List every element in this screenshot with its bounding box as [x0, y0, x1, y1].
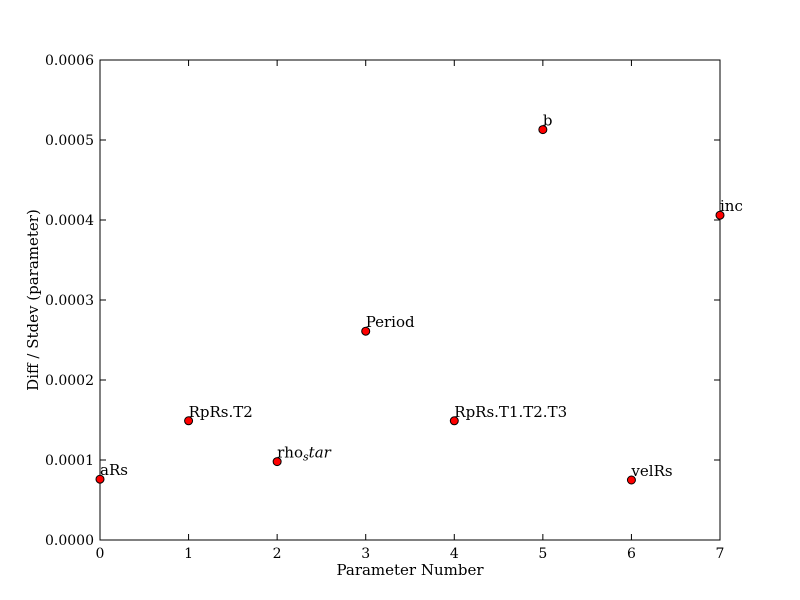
point-label: RpRs.T2 [189, 403, 253, 421]
point-label-text: velRs [630, 462, 672, 480]
y-tick-label: 0.0002 [45, 373, 94, 389]
data-point [538, 125, 548, 135]
y-tick-label: 0.0006 [45, 53, 94, 69]
y-tick-label: 0.0000 [45, 533, 94, 549]
x-axis-ticks: 0 1 2 3 4 5 6 7 [96, 60, 725, 562]
x-tick-label: 4 [450, 546, 459, 562]
point-label-text: aRs [100, 461, 128, 479]
point-label-math: tar [309, 444, 332, 462]
data-point [184, 416, 194, 426]
x-tick-label: 1 [184, 546, 193, 562]
y-tick-label: 0.0003 [45, 293, 94, 309]
point-label: Period [366, 313, 415, 331]
x-tick-label: 2 [273, 546, 282, 562]
y-tick-label: 0.0004 [45, 213, 94, 229]
point-labels: aRs RpRs.T2 rhostar Period RpRs.T1.T2.T3 b vel… [100, 112, 743, 480]
point-label-text: rho [277, 444, 303, 462]
point-label: rhostar [277, 444, 332, 464]
point-label-subscript: s [303, 451, 309, 464]
point-label: inc [720, 197, 743, 215]
x-tick-label: 5 [538, 546, 547, 562]
y-tick-label: 0.0005 [45, 133, 94, 149]
x-axis-label: Parameter Number [336, 561, 484, 579]
point-label-text: RpRs.T2 [189, 403, 253, 421]
data-points [95, 125, 725, 485]
point-label-text: Period [366, 313, 415, 331]
data-point [95, 474, 105, 484]
point-label: velRs [630, 462, 672, 480]
point-label: RpRs.T1.T2.T3 [454, 403, 567, 421]
point-label: b [543, 112, 553, 130]
data-point [361, 326, 371, 336]
data-point [449, 416, 459, 426]
data-point [272, 457, 282, 467]
y-axis-label: Diff / Stdev (parameter) [24, 209, 42, 391]
data-point [626, 475, 636, 485]
data-point [715, 210, 725, 220]
x-tick-label: 3 [361, 546, 370, 562]
x-tick-label: 6 [627, 546, 636, 562]
x-tick-label: 0 [96, 546, 105, 562]
point-label-text: RpRs.T1.T2.T3 [454, 403, 567, 421]
plot-area [99, 59, 721, 541]
y-tick-label: 0.0001 [45, 453, 94, 469]
point-label: aRs [100, 461, 128, 479]
x-tick-label: 7 [716, 546, 725, 562]
y-axis-ticks: 0.0000 0.0001 0.0002 0.0003 0.0004 0.0005 0.00… [45, 53, 720, 549]
point-label-text: inc [720, 197, 743, 215]
point-label-text: b [543, 112, 553, 130]
